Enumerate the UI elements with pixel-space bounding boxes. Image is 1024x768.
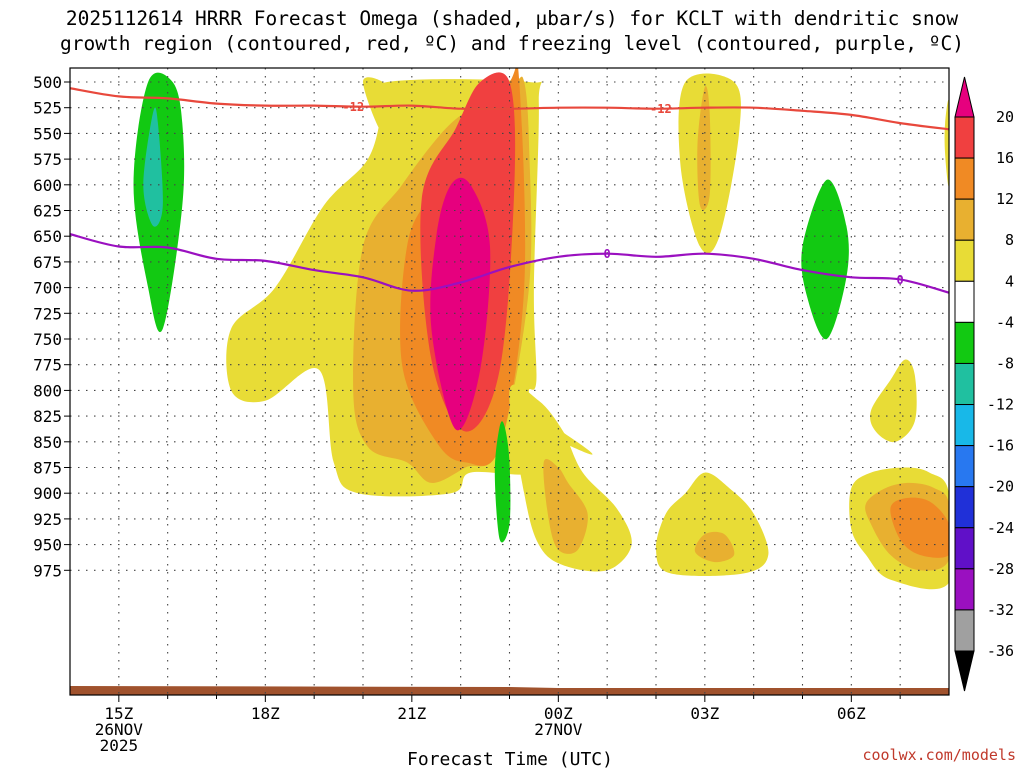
colorbar-swatch xyxy=(954,404,975,447)
omega-region-11 xyxy=(494,421,511,543)
colorbar-swatch xyxy=(954,609,975,652)
chart-title-line-2: growth region (contoured, red, ºC) and f… xyxy=(60,32,964,55)
omega-region-4 xyxy=(430,177,491,431)
y-tick-label: 625 xyxy=(33,202,62,221)
y-tick-label: 775 xyxy=(33,356,62,375)
colorbar-swatch xyxy=(954,321,975,364)
omega-region-9 xyxy=(143,107,163,227)
freezing-level-contour-label: 0 xyxy=(897,273,904,287)
colorbar-tick-label: 12 xyxy=(996,190,1014,208)
y-tick-label: 975 xyxy=(33,561,62,580)
colorbar-tick-label: 20 xyxy=(996,108,1014,126)
omega-region-19 xyxy=(870,359,917,443)
colorbar-swatch xyxy=(954,239,975,282)
colorbar-swatch xyxy=(954,445,975,488)
dgz-contour-label: -12 xyxy=(342,100,364,114)
freezing-level-contour-line xyxy=(70,233,949,294)
omega-region-10 xyxy=(801,179,849,340)
colorbar-tick-label: -20 xyxy=(987,478,1014,496)
colorbar-swatch xyxy=(954,157,975,200)
y-tick-label: 725 xyxy=(33,304,62,323)
colorbar-tick-label: 8 xyxy=(1005,231,1014,249)
chart-title-line-1: 2025112614 HRRR Forecast Omega (shaded, … xyxy=(65,7,959,30)
colorbar-swatch xyxy=(954,486,975,529)
terrain-strip xyxy=(70,686,949,695)
y-tick-label: 650 xyxy=(33,227,62,246)
x-tick-label: 00Z xyxy=(544,704,573,723)
x-axis-label: Forecast Time (UTC) xyxy=(407,749,613,768)
x-tick-label: 21Z xyxy=(397,704,426,723)
y-tick-label: 800 xyxy=(33,381,62,400)
grid xyxy=(70,68,949,695)
colorbar-tick-label: -32 xyxy=(987,601,1014,619)
credit-link[interactable]: coolwx.com/models xyxy=(862,746,1016,764)
colorbar-swatch xyxy=(954,198,975,241)
contours: -12 -12 0 0 xyxy=(70,87,949,294)
colorbar-tick-label: -36 xyxy=(987,642,1014,660)
colorbar: 20 16 12 8 4 -4 -8 -12 -16 -20 -24 -28 -32 -36 xyxy=(954,76,1014,692)
omega-region-13 xyxy=(543,459,588,554)
y-tick-label: 950 xyxy=(33,536,62,555)
colorbar-tick-label: -24 xyxy=(987,519,1014,537)
y-tick-label: 575 xyxy=(33,150,62,169)
colorbar-tick-label: 16 xyxy=(996,149,1014,167)
omega-region-14 xyxy=(655,472,769,577)
colorbar-swatch xyxy=(954,568,975,611)
omega-region-20 xyxy=(944,100,949,187)
y-tick-label: 550 xyxy=(33,124,62,143)
terrain xyxy=(70,686,949,695)
y-tick-label: 750 xyxy=(33,330,62,349)
omega-region-15 xyxy=(694,531,735,563)
freezing-level-contour-label: 0 xyxy=(604,247,611,261)
x-tick-label: 06Z xyxy=(837,704,866,723)
y-tick-label: 875 xyxy=(33,459,62,478)
omega-region-12 xyxy=(509,384,632,572)
colorbar-tick-label: 4 xyxy=(1005,272,1014,290)
colorbar-swatch xyxy=(954,116,975,159)
colorbar-swatch xyxy=(954,527,975,570)
colorbar-bottom-arrow xyxy=(954,650,975,692)
colorbar-tick-label: -28 xyxy=(987,560,1014,578)
y-tick-label: 825 xyxy=(33,407,62,426)
y-tick-label: 675 xyxy=(33,253,62,272)
colorbar-swatch xyxy=(954,280,975,323)
x-tick-label: 18Z xyxy=(251,704,280,723)
omega-shading xyxy=(133,68,949,590)
x-tick-label: 03Z xyxy=(690,704,719,723)
colorbar-tick-label: -8 xyxy=(996,354,1014,372)
y-tick-label: 500 xyxy=(33,73,62,92)
y-tick-label: 850 xyxy=(33,433,62,452)
omega-region-18 xyxy=(890,497,949,558)
dgz-contour-line xyxy=(70,87,949,131)
x-tick-label: 2025 xyxy=(100,736,139,755)
colorbar-tick-label: -4 xyxy=(996,313,1014,331)
y-tick-label: 925 xyxy=(33,510,62,529)
y-tick-label: 900 xyxy=(33,484,62,503)
dgz-contour-label: -12 xyxy=(650,102,672,116)
colorbar-swatch xyxy=(954,362,975,406)
y-axis: 500 525 550 575 600 625 650 675 700 725 750 775 800 8… xyxy=(33,73,70,580)
y-tick-label: 600 xyxy=(33,176,62,195)
x-tick-label: 27NOV xyxy=(534,720,583,739)
y-tick-label: 525 xyxy=(33,99,62,118)
omega-region-7 xyxy=(697,85,711,210)
x-tick-label: 26NOV xyxy=(95,720,144,739)
x-tick-label: 15Z xyxy=(104,704,133,723)
colorbar-tick-label: -16 xyxy=(987,437,1014,455)
colorbar-top-arrow xyxy=(954,76,975,118)
y-tick-label: 700 xyxy=(33,279,62,298)
colorbar-tick-label: -12 xyxy=(987,396,1014,414)
